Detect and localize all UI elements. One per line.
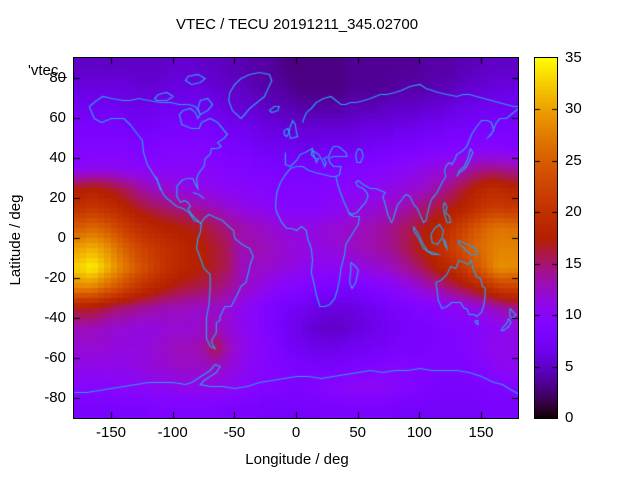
colorbar-tick-label: 15 <box>565 254 582 272</box>
plot-frame <box>73 57 519 419</box>
y-tick-label: 40 <box>49 149 66 166</box>
colorbar-tick-label: 20 <box>565 203 582 221</box>
colorbar-tick-label: 30 <box>565 100 582 118</box>
y-tick-label: 20 <box>49 189 66 206</box>
x-axis-title: Longitude / deg <box>245 451 349 468</box>
colorbar-canvas <box>535 58 557 418</box>
x-tick-label: 100 <box>406 424 432 441</box>
map-canvas <box>74 58 518 418</box>
y-tick-label: 80 <box>49 69 66 86</box>
colorbar-tick-label: 5 <box>565 357 574 375</box>
x-tick-label: 50 <box>349 424 366 441</box>
colorbar-tick-label: 35 <box>565 49 582 66</box>
colorbar-tick-label: 10 <box>565 306 582 324</box>
x-tick-label: 0 <box>291 424 301 441</box>
colorbar-tick-label: 25 <box>565 151 582 169</box>
key-label-overlap: 'vtec_ <box>28 62 67 79</box>
y-tick-label: -20 <box>44 269 66 286</box>
x-tick-label: -150 <box>95 424 127 441</box>
colorbar-frame <box>534 57 558 419</box>
colorbar-tick-label: 0 <box>565 409 574 426</box>
x-tick-label: 150 <box>468 424 494 441</box>
x-tick-label: -50 <box>223 424 246 441</box>
y-tick-label: 0 <box>57 229 66 246</box>
y-tick-label: -80 <box>44 389 66 406</box>
y-tick-label: 60 <box>49 109 66 126</box>
page-title: VTEC / TECU 20191211_345.02700 <box>175 16 419 33</box>
x-tick-label: -100 <box>157 424 188 441</box>
y-tick-label: -60 <box>44 349 66 366</box>
y-tick-label: -40 <box>44 309 66 326</box>
